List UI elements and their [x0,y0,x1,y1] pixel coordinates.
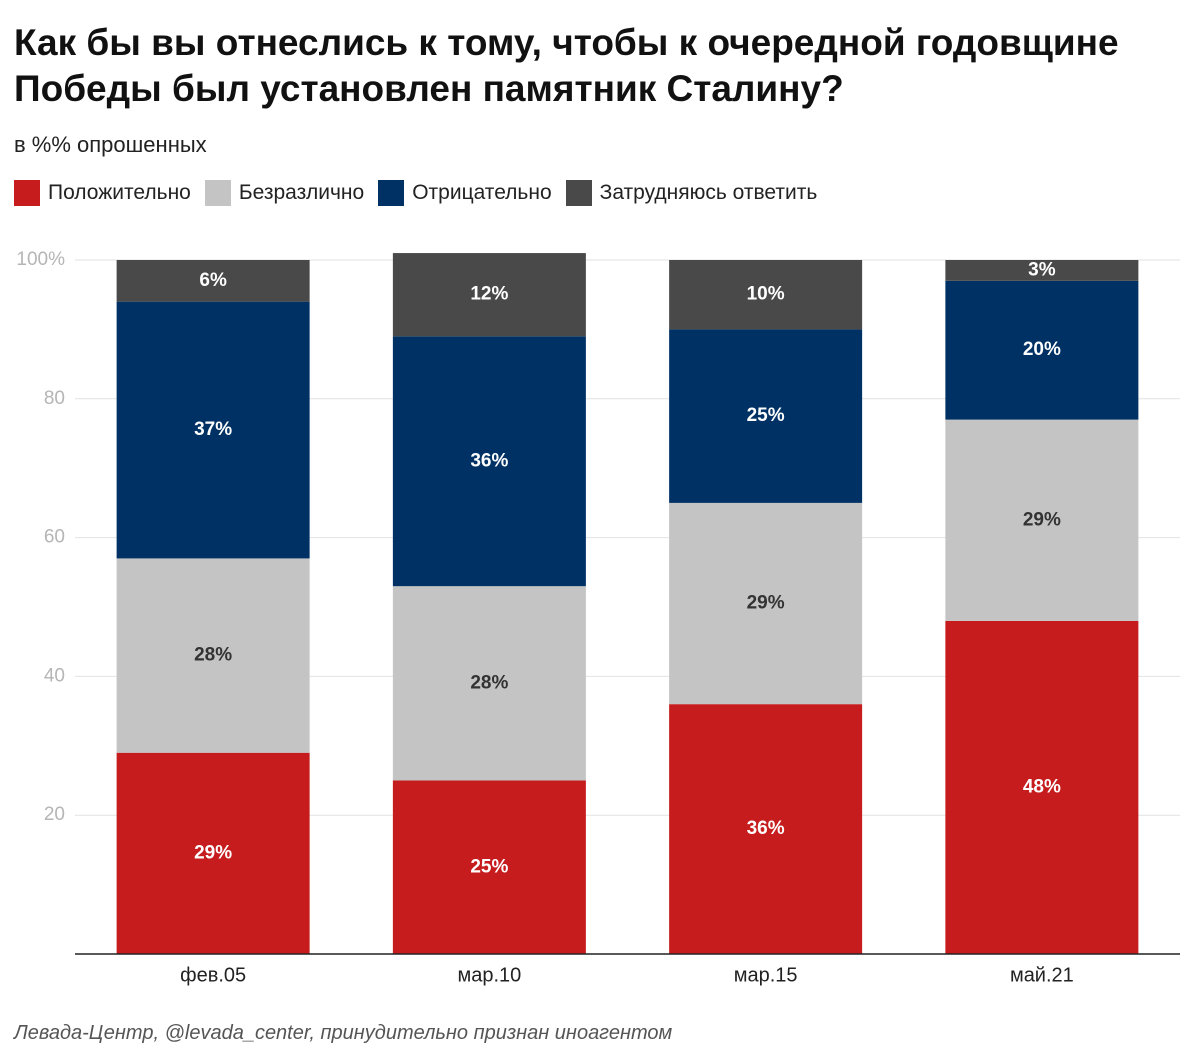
bar-segment [116,752,310,954]
x-tick-label: мар.15 [734,964,798,986]
bar-segment [945,280,1139,420]
bar-segment [945,419,1139,621]
legend: Положительно Безразлично Отрицательно Затру… [14,180,817,206]
bar-segment [669,502,863,705]
data-label: 3% [1028,259,1056,280]
data-label: 25% [470,856,508,877]
bar-segment [945,620,1139,954]
y-tick-label: 100% [16,249,65,270]
y-tick-label: 20 [44,804,65,825]
legend-item: Отрицательно [378,180,552,206]
legend-swatch [204,180,231,206]
y-tick-label: 80 [44,388,65,409]
bar-segment [392,586,586,781]
chart-subtitle: в %% опрошенных [14,132,207,157]
legend-item: Затрудняюсь ответить [565,180,818,206]
data-label: 48% [1023,776,1061,797]
data-label: 28% [194,645,232,666]
data-label: 36% [747,818,785,839]
bar-segment [669,260,863,330]
data-label: 37% [194,419,232,440]
legend-item: Положительно [14,180,191,206]
data-label: 20% [1023,339,1061,360]
bar-segment [945,260,1139,281]
legend-label: Отрицательно [412,181,552,204]
bar-segment [116,558,310,753]
bar-segment [392,780,586,954]
data-label: 10% [747,284,785,305]
legend-swatch [14,180,40,206]
data-label: 36% [470,450,508,471]
chart-title: Как бы вы отнеслись к тому, чтобы к очер… [14,22,1119,109]
y-tick-label: 60 [44,527,65,548]
data-label: 29% [747,593,785,614]
legend-swatch [565,180,592,206]
bar-segment [669,704,863,954]
legend-label: Безразлично [238,181,365,204]
legend-label: Затрудняюсь ответить [599,181,818,204]
x-tick-label: мар.10 [457,964,521,986]
bar-segment [116,260,310,302]
data-label: 25% [747,405,785,426]
legend-label: Положительно [48,181,191,204]
x-tick-label: май.21 [1010,964,1074,986]
source-note: Левада-Центр, @levada_center, принудител… [14,1022,673,1044]
legend-item: Безразлично [204,180,365,206]
bar-segment [116,301,310,559]
bar-segment [669,329,863,503]
legend-swatch [378,180,405,206]
y-tick-label: 40 [44,665,65,686]
data-label: 29% [1023,509,1061,530]
x-tick-label: фев.05 [180,964,246,986]
bar-segment [392,253,586,337]
data-label: 29% [194,842,232,863]
data-label: 28% [470,672,508,693]
data-label: 6% [199,270,227,291]
bar-segment [392,336,586,587]
data-label: 12% [470,284,508,305]
